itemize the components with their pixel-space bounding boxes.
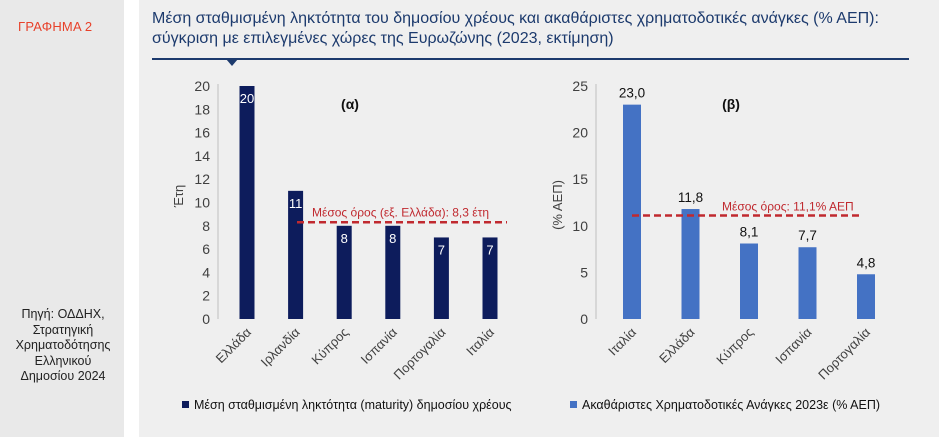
source-line: Πηγή: ΟΔΔΗΧ,	[21, 307, 105, 321]
category-label: Ισπανία	[358, 324, 401, 367]
y-tick-label: 20	[194, 78, 210, 94]
y-tick-label: 2	[202, 288, 210, 304]
category-label: Ελλάδα	[656, 324, 698, 366]
bar	[385, 225, 401, 319]
data-label: 11,8	[678, 190, 703, 205]
figure-title-line2: σύγκριση με επιλεγμένες χώρες της Ευρωζώ…	[152, 30, 614, 47]
category-label: Κύπρος	[308, 325, 351, 368]
category-label: Πορτογαλία	[815, 324, 873, 382]
y-axis-label: Έτη	[171, 185, 186, 209]
bar	[798, 247, 817, 319]
y-tick-label: 10	[572, 218, 588, 234]
y-tick-label: 15	[572, 171, 588, 187]
bar	[740, 243, 758, 319]
data-label: 20	[240, 91, 254, 106]
source-line: Χρηματοδότησης	[15, 338, 111, 352]
category-label: Ελλάδα	[213, 324, 255, 366]
chart-panel-background	[139, 0, 939, 437]
title-rule	[152, 58, 909, 60]
data-label: 23,0	[619, 86, 645, 101]
data-label: 7,7	[798, 228, 817, 243]
y-tick-label: 25	[572, 78, 588, 94]
legend-label: Ακαθάριστες Χρηματοδοτικές Ανάγκες 2023ε…	[582, 398, 880, 412]
category-label: Ιταλία	[463, 324, 497, 358]
legend-swatch	[570, 401, 577, 408]
category-label: Ισπανία	[772, 324, 815, 367]
source-line: Στρατηγική	[32, 322, 94, 337]
figure-title: Μέση σταθμισμένη ληκτότητα του δημοσίου …	[152, 9, 932, 49]
data-label: 8	[341, 231, 348, 246]
bar	[857, 274, 875, 319]
bar	[482, 237, 498, 319]
category-label: Ιρλανδία	[258, 324, 303, 369]
data-label: 8	[389, 231, 396, 246]
y-tick-label: 12	[194, 171, 210, 187]
figure-title-line1: Μέση σταθμισμένη ληκτότητα του δημοσίου …	[152, 10, 879, 27]
bar	[336, 225, 352, 319]
data-label: 11	[289, 196, 303, 211]
data-label: 8,1	[740, 225, 759, 240]
y-axis-label: (% ΑΕΠ)	[550, 180, 565, 230]
y-tick-label: 6	[202, 241, 210, 257]
source-line: Δημοσίου 2024	[20, 369, 106, 383]
y-tick-label: 20	[572, 125, 588, 141]
data-label: 7	[486, 242, 493, 257]
bar	[623, 104, 641, 319]
panel-label: (α)	[341, 96, 359, 112]
y-tick-label: 10	[194, 195, 210, 211]
y-tick-label: 0	[580, 311, 588, 327]
y-tick-label: 4	[202, 264, 210, 280]
data-label: 7	[438, 242, 445, 257]
sidebar-panel	[0, 0, 124, 437]
legend-label: Μέση σταθμισμένη ληκτότητα (maturity) δη…	[194, 398, 512, 412]
source-line: Ελληνικού	[34, 353, 92, 368]
legend-swatch	[182, 401, 189, 408]
y-tick-label: 14	[194, 148, 210, 164]
source-note: Πηγή: ΟΔΔΗΧ, Στρατηγική Χρηματοδότησης Ε…	[4, 307, 122, 385]
y-tick-label: 18	[194, 101, 210, 117]
y-tick-label: 0	[202, 311, 210, 327]
category-label: Ιταλία	[605, 324, 639, 358]
average-line-label: Μέσος όρος (εξ. Ελλάδα): 8,3 έτη	[312, 205, 489, 219]
y-tick-label: 16	[194, 125, 210, 141]
bar	[239, 86, 255, 319]
data-label: 4,8	[857, 255, 876, 270]
bar	[433, 237, 449, 319]
figure-label: ΓΡΑΦΗΜΑ 2	[18, 19, 93, 34]
panel-label: (β)	[722, 96, 740, 112]
bar	[681, 209, 700, 319]
category-label: Πορτογαλία	[391, 324, 449, 382]
category-label: Κύπρος	[713, 325, 756, 368]
title-rule-notch	[226, 59, 238, 66]
y-tick-label: 5	[580, 264, 588, 280]
average-line-label: Μέσος όρος: 11,1% ΑΕΠ	[722, 200, 854, 214]
y-tick-label: 8	[202, 218, 210, 234]
